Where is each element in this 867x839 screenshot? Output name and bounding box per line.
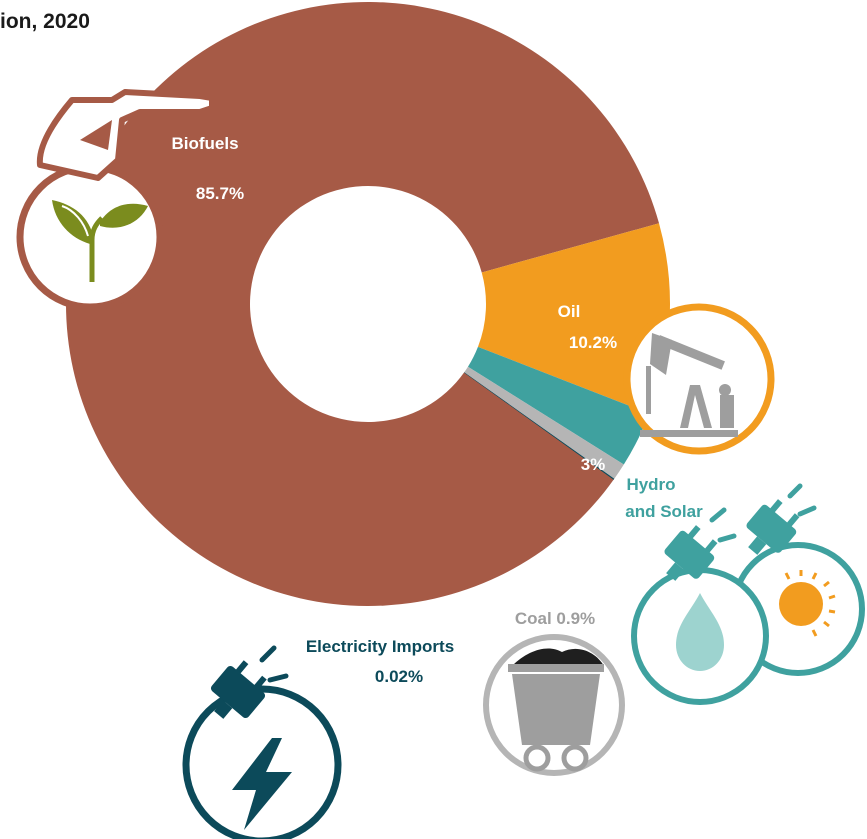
oil-value-label: 10.2% bbox=[569, 333, 617, 352]
power-plug-icon bbox=[210, 660, 267, 719]
power-plug-icon bbox=[664, 499, 800, 581]
hydro-label-line2: and Solar bbox=[625, 502, 703, 521]
biofuels-label: Biofuels bbox=[171, 134, 238, 153]
lightning-icon bbox=[232, 738, 292, 830]
oil-icon-group bbox=[623, 303, 775, 455]
chart-title: ion, 2020 bbox=[0, 10, 90, 33]
electricity-value-label: 0.02% bbox=[375, 667, 423, 686]
sun-rays bbox=[784, 570, 836, 637]
elec-spark-lines bbox=[259, 645, 289, 683]
oil-label: Oil bbox=[558, 302, 581, 321]
coal-label: Coal 0.9% bbox=[515, 609, 595, 628]
slice-biofuels bbox=[66, 2, 660, 607]
slice-coal bbox=[464, 366, 624, 479]
plant-icon bbox=[52, 200, 148, 282]
oil-pump-icon bbox=[640, 333, 738, 437]
fuel-nozzle-icon bbox=[36, 89, 215, 181]
electricity-label: Electricity Imports bbox=[306, 637, 454, 656]
biofuels-icon-group bbox=[16, 89, 215, 311]
water-drop-icon bbox=[676, 593, 724, 671]
donut-slices bbox=[66, 2, 670, 607]
biofuels-value-label: 85.7% bbox=[196, 184, 244, 203]
hydro-value-label: 3% bbox=[581, 455, 606, 474]
hydro-solar-icon-group bbox=[631, 483, 865, 705]
hydro-label-line1: Hydro bbox=[626, 475, 675, 494]
slice-hydro-solar bbox=[467, 346, 650, 465]
slice-electricity-imports bbox=[463, 372, 615, 480]
coal-cart-icon bbox=[508, 648, 604, 772]
plug-spark-lines bbox=[709, 483, 817, 543]
electricity-icon-group bbox=[182, 645, 342, 839]
coal-icon-group bbox=[483, 634, 625, 776]
sun-icon bbox=[779, 582, 823, 626]
slice-oil bbox=[477, 223, 670, 414]
